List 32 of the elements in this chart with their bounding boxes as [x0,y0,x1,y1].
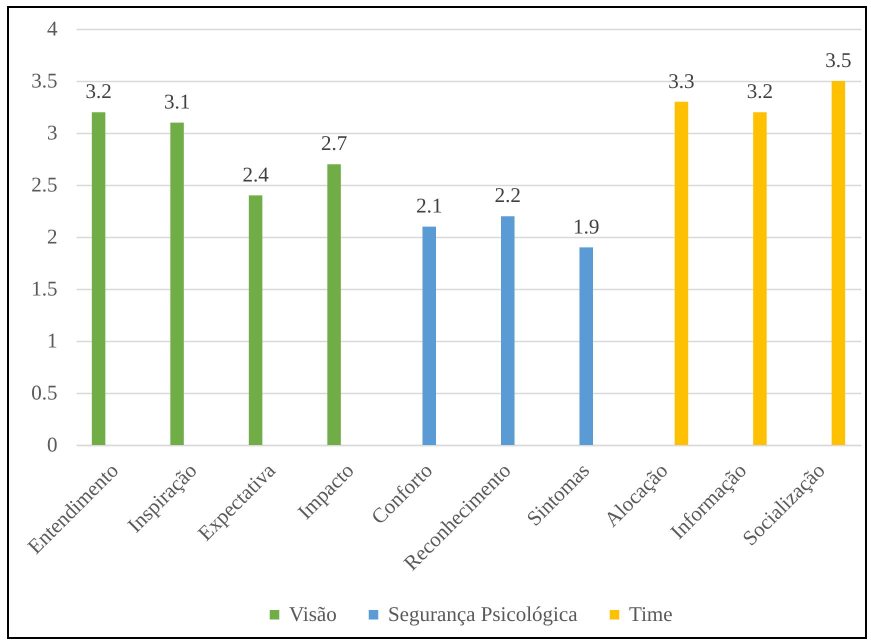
bar [753,112,767,445]
legend-label: Visão [289,602,337,626]
data-label: 2.4 [242,162,270,186]
data-label: 1.9 [573,214,600,238]
data-label: 2.2 [494,183,521,208]
y-tick-label: 1.5 [31,276,58,300]
bar [674,102,688,445]
y-tick-label: 0.5 [31,380,58,404]
data-label: 3.2 [85,79,112,104]
y-tick-label: 1 [47,328,58,352]
bar [327,164,341,445]
data-label: 3.2 [746,79,774,104]
legend-label: Time [629,602,673,626]
bar [501,216,514,445]
y-tick-label: 4 [47,16,58,40]
data-label: 2.1 [416,194,442,218]
y-tick-label: 3 [47,120,58,144]
bar [92,112,106,445]
legend-label: Segurança Psicológica [388,602,578,626]
bar [422,226,436,445]
data-label: 3.1 [164,90,190,114]
data-label: 3.5 [825,48,852,72]
bar [832,81,846,445]
y-tick-label: 0 [47,432,58,456]
y-tick-label: 2.5 [31,172,58,196]
y-tick-label: 3.5 [31,68,58,92]
data-label: 3.3 [668,68,695,93]
bar [170,122,184,445]
bar [580,247,593,445]
y-tick-label: 2 [47,224,58,248]
bar [248,195,262,445]
data-label: 2.7 [320,131,348,156]
